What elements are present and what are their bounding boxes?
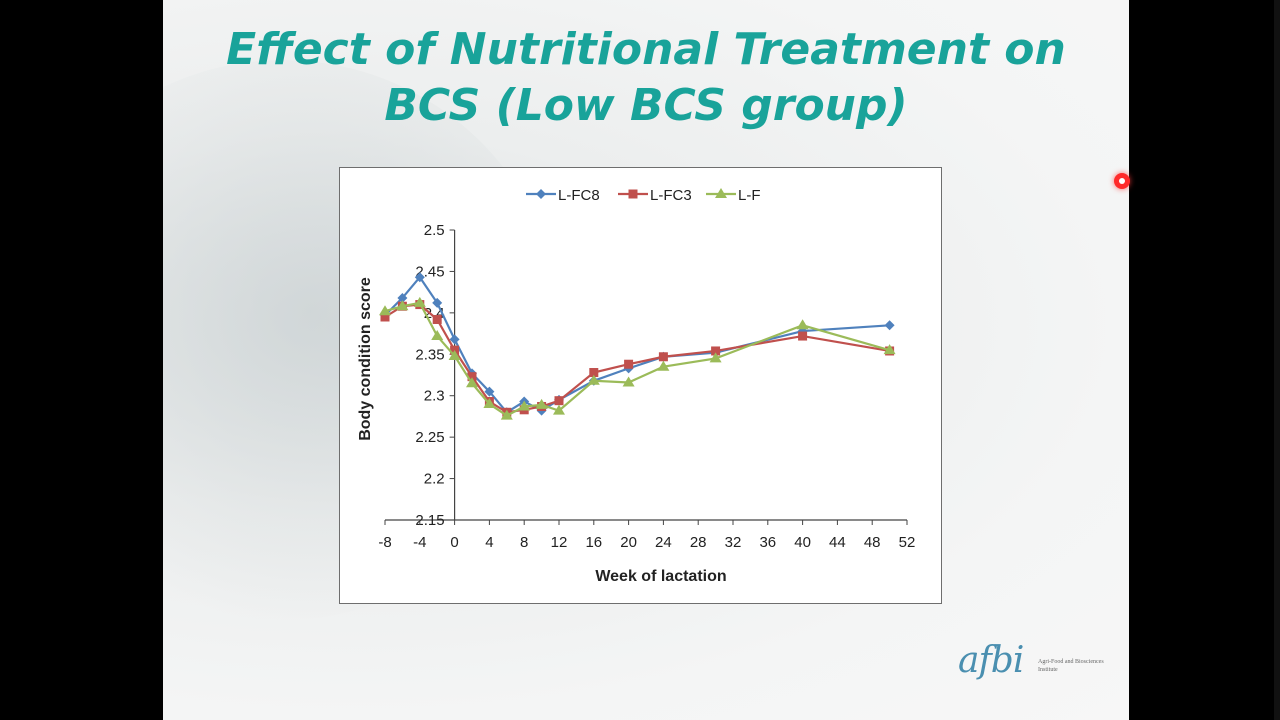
data-point-l-f <box>796 319 809 330</box>
data-point-l-f <box>396 300 409 311</box>
x-tick-label: 48 <box>864 534 881 551</box>
data-point-l-f <box>657 360 670 371</box>
data-point-l-f <box>709 352 722 363</box>
series-line-l-fc3 <box>384 303 890 414</box>
window-edge <box>1274 0 1280 720</box>
line-chart: 2.152.22.252.32.352.42.452.5-8 -4 0 4 8 12 16 2… <box>357 187 916 585</box>
record-indicator-icon[interactable] <box>1114 173 1130 189</box>
x-tick-label: 24 <box>655 534 672 551</box>
legend-marker-l-f <box>715 188 727 198</box>
data-point-l-fc3 <box>554 396 564 406</box>
logo-subtitle: Agri-Food and Biosciences Institute <box>1038 659 1104 673</box>
x-axis-label: Week of lactation <box>595 568 726 585</box>
x-tick-label: 4 <box>485 534 493 551</box>
x-tick-label: 8 <box>520 534 528 551</box>
data-point-l-fc3 <box>432 314 442 324</box>
data-point-l-f <box>466 377 478 388</box>
y-tick-label: 2.25 <box>415 429 444 446</box>
x-tick-label: 0 <box>450 534 458 551</box>
data-point-l-fc3 <box>798 331 808 341</box>
series-line-l-fc8 <box>384 275 890 414</box>
legend-marker-l-fc3 <box>628 189 638 199</box>
title-line-1: Effect of Nutritional Treatment on <box>226 24 1066 75</box>
data-point-l-fc8 <box>397 292 408 303</box>
data-point-l-f <box>535 398 548 409</box>
data-point-l-fc3 <box>589 368 599 378</box>
x-tick-label: 12 <box>551 534 568 551</box>
legend-label-l-f: L-F <box>738 187 761 204</box>
chart-container: 2.15 2.2 2.25 2.3 2.35 2.4 2.45 2.5 -8 -4 0 4 8 12 16 2… <box>339 167 942 604</box>
data-point-l-fc8 <box>884 320 895 331</box>
data-point-l-fc8 <box>484 386 495 397</box>
title-line-2: BCS (Low BCS group) <box>384 80 908 131</box>
data-point-l-fc8 <box>449 334 460 345</box>
data-point-l-f <box>587 374 600 385</box>
legend-label-l-fc3: L-FC3 <box>650 187 692 204</box>
x-tick-label: 32 <box>725 534 742 551</box>
data-point-l-f <box>500 409 513 420</box>
data-point-l-f <box>379 305 391 316</box>
afbi-logo: afbi Agri-Food and Biosciences Institute <box>958 632 1108 696</box>
data-point-l-f <box>518 400 531 411</box>
data-point-l-fc8 <box>432 297 443 308</box>
data-point-l-f <box>883 344 896 355</box>
legend-label-l-fc8: L-FC8 <box>558 187 600 204</box>
data-point-l-f <box>483 398 496 408</box>
slide-title: Effect of Nutritional Treatment on BCS (… <box>163 22 1129 134</box>
x-tick-label: 52 <box>899 534 916 551</box>
logo-wordmark: afbi <box>958 640 1024 681</box>
data-point-l-fc8 <box>414 272 425 283</box>
y-tick-label: 2.35 <box>415 346 444 363</box>
x-tick-label: 28 <box>690 534 707 551</box>
x-tick-label: 20 <box>620 534 637 551</box>
x-tick-label: 40 <box>794 534 811 551</box>
data-point-l-fc3 <box>658 352 668 362</box>
data-point-l-fc3 <box>380 312 390 322</box>
y-tick-label: 2.3 <box>424 388 445 405</box>
y-tick-label: 2.15 <box>415 512 444 529</box>
data-point-l-f <box>413 296 426 307</box>
x-tick-label: 44 <box>829 534 846 551</box>
data-point-l-f <box>622 376 635 387</box>
x-tick-label: 16 <box>585 534 602 551</box>
data-point-l-fc3 <box>624 359 634 369</box>
legend-marker-l-fc8 <box>536 189 546 199</box>
x-tick-label: -8 <box>378 534 391 551</box>
y-tick-label: 2.5 <box>424 222 445 239</box>
y-axis-label: Body condition score <box>357 277 374 441</box>
data-point-l-f <box>431 330 444 341</box>
data-point-l-f <box>553 404 565 415</box>
data-point-l-fc3 <box>711 346 721 356</box>
data-point-l-fc3 <box>467 372 477 382</box>
x-tick-label: -4 <box>413 534 426 551</box>
data-point-l-f <box>448 349 461 360</box>
x-tick-label: 36 <box>759 534 776 551</box>
y-tick-label: 2.2 <box>424 471 445 488</box>
